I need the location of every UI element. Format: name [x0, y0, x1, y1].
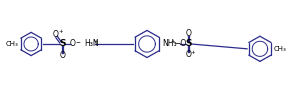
Text: S: S — [60, 39, 66, 48]
Text: +: + — [93, 39, 98, 44]
Text: H₃N: H₃N — [85, 39, 99, 48]
Text: +: + — [58, 29, 63, 34]
Text: −O: −O — [174, 39, 186, 48]
Text: O: O — [60, 51, 66, 60]
Text: O: O — [186, 29, 191, 38]
Text: CH₃: CH₃ — [6, 41, 18, 47]
Text: S: S — [185, 39, 192, 48]
Text: CH₃: CH₃ — [274, 46, 287, 52]
Text: −: − — [75, 39, 80, 44]
Text: NH₃: NH₃ — [162, 39, 176, 48]
Text: O: O — [186, 50, 191, 59]
Text: +: + — [171, 39, 175, 44]
Text: O: O — [53, 30, 59, 39]
Text: O: O — [70, 39, 76, 48]
Text: +: + — [191, 50, 195, 55]
